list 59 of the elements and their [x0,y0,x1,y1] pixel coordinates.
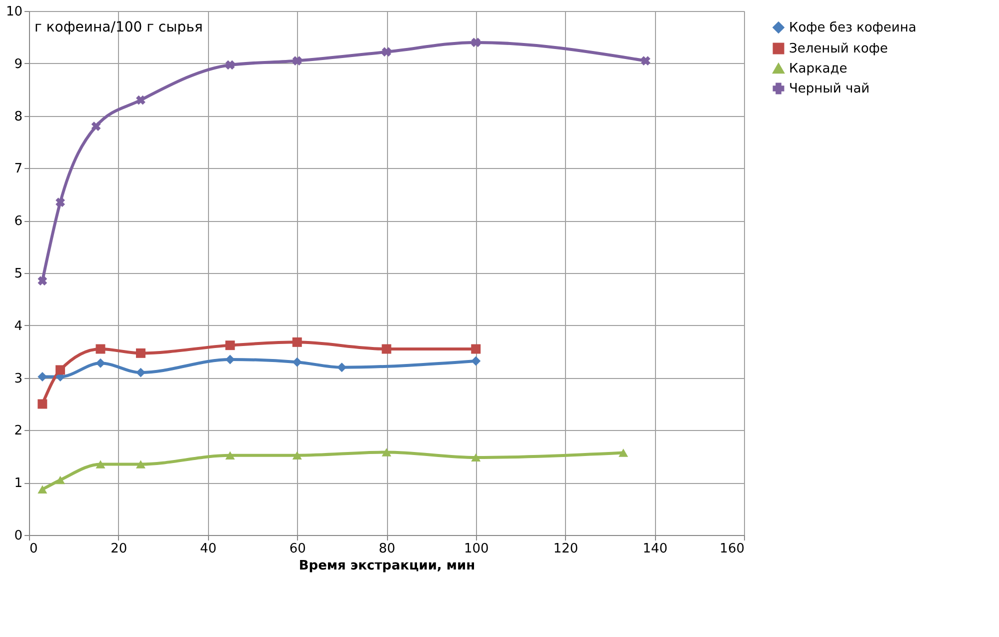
x-tick-label: 160 [720,542,744,556]
point [56,198,65,207]
y-tick-label: 0 [14,528,22,544]
y-tick-label: 4 [14,318,22,334]
point [292,451,302,460]
legend-label: Каркаде [789,62,848,76]
x-tick-label: 0 [30,542,38,556]
point [292,56,302,66]
x-tick-label: 120 [553,542,578,556]
point [471,356,481,366]
point [471,38,481,48]
point [56,365,66,375]
y-tick-label: 7 [14,162,22,177]
x-tick-label: 20 [110,542,128,556]
y-tick-label: 10 [6,4,22,20]
point [56,476,66,484]
point [38,399,48,409]
y-tick-label: 6 [14,214,22,230]
legend-label: Кофе без кофеина [789,20,916,36]
point [382,344,392,354]
point [38,372,48,382]
point [136,368,146,378]
x-tick-label: 60 [289,542,306,556]
point [96,358,106,368]
point [38,485,48,494]
point [96,344,106,354]
legend-label: Черный чай [789,82,870,96]
y-tick-label: 3 [14,371,22,386]
point [136,348,146,358]
y-tick-label: 8 [14,109,22,124]
x-tick-label: 100 [464,542,489,556]
point [38,276,48,286]
point [225,451,235,460]
point [382,47,392,57]
x-tick-label: 140 [642,542,668,556]
point [382,448,392,456]
x-tick-label: 80 [378,542,396,556]
point [471,344,481,354]
point [337,362,347,372]
y-axis-title: г кофеина/100 г сырья [34,20,203,36]
x-tick-label: 40 [200,542,217,556]
point [225,60,235,70]
point [225,354,235,364]
y-tick-label: 5 [14,266,22,282]
point [136,95,146,105]
point [618,448,628,457]
point [292,337,302,347]
legend-label: Зеленый кофе [789,42,888,56]
point [96,460,106,468]
y-tick-label: 9 [14,56,22,72]
y-tick-label: 1 [14,476,22,492]
point [225,340,235,350]
point [136,460,146,468]
y-tick-label: 2 [14,424,22,439]
point [292,357,302,367]
point [91,122,101,131]
point [640,56,650,66]
point [471,453,481,462]
x-axis-title: Время экстракции, мин [298,558,476,574]
